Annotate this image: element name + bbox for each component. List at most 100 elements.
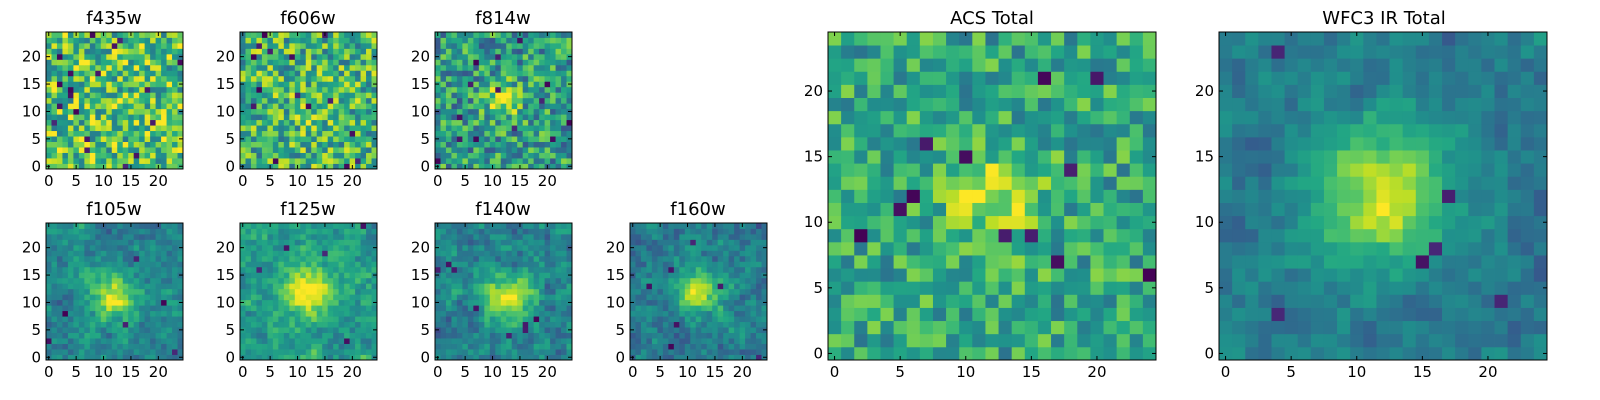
pixel-cell [484,305,491,312]
pixel-cell [440,223,447,229]
pixel-cell [445,92,452,99]
pixel-cell [161,114,167,121]
pixel-cell [473,70,480,77]
pixel-cell [500,125,507,132]
pixel-cell [555,108,562,115]
axes-frame [45,222,184,361]
pixel-cell [495,305,502,312]
pixel-cell [240,283,246,290]
pixel-cell [122,321,129,328]
pixel-cell [73,244,80,251]
pixel-cell [261,228,268,235]
pixel-cell [256,114,263,121]
pixel-cell [528,316,535,323]
pixel-cell [172,125,178,132]
axes-frame [45,31,184,170]
pixel-cell [261,114,268,121]
pixel-cell [640,233,647,240]
pixel-cell [349,310,356,317]
pixel-cell [360,81,367,88]
pixel-cell [561,294,567,301]
pixel-cell [646,299,653,306]
pixel-cell [322,42,329,49]
pixel-cell [635,321,642,328]
pixel-cell [62,152,69,159]
pixel-cell [360,97,367,104]
pixel-cell [946,189,960,203]
pixel-cell [440,59,447,66]
pixel-cell [278,70,285,77]
pixel-cell [456,316,463,323]
pixel-cell [62,103,69,110]
pixel-cell [349,255,356,262]
pixel-cell [1116,255,1131,269]
pixel-cell [445,272,452,279]
pixel-cell [355,114,361,121]
pixel-cell [300,70,307,77]
pixel-cell [555,32,562,38]
pixel-cell [440,81,447,88]
pixel-cell [1011,176,1026,190]
pixel-cell [533,321,540,328]
pixel-cell [478,338,485,344]
pixel-cell [539,37,545,44]
pixel-cell [522,53,529,60]
pixel-cell [690,349,697,355]
pixel-cell [344,261,350,268]
pixel-cell [528,97,535,104]
pixel-cell [283,37,290,44]
pixel-cell [128,283,135,290]
pixel-cell [484,266,491,273]
pixel-cell [360,294,367,301]
pixel-cell [445,141,452,148]
pixel-cell [750,283,757,290]
pixel-cell [117,136,124,142]
pixel-cell [155,108,162,115]
pixel-cell [51,119,58,126]
pixel-cell [462,272,469,279]
pixel-cell [166,250,173,257]
pixel-cell [278,48,285,55]
pixel-cell [89,338,96,344]
pixel-cell [283,255,290,262]
pixel-cell [517,125,524,132]
pixel-cell [278,75,285,82]
pixel-cell [333,152,340,159]
pixel-cell [177,233,184,240]
pixel-cell [256,239,263,246]
pixel-cell [139,338,146,344]
pixel-cell [959,281,973,295]
pixel-cell [322,299,329,306]
pixel-cell [250,294,257,301]
pixel-cell [662,223,669,229]
pixel-cell [245,152,252,159]
pixel-cell [100,108,107,115]
pixel-cell [854,228,868,243]
pixel-cell [723,305,730,312]
pixel-cell [550,119,556,126]
y-tick-label: 20 [216,48,235,66]
pixel-cell [701,239,708,246]
pixel-cell [267,283,274,290]
pixel-cell [1116,241,1131,256]
pixel-cell [355,108,361,115]
pixel-cell [67,349,74,355]
pixel-cell [539,48,545,55]
pixel-cell [322,228,329,235]
pixel-cell [89,250,96,257]
pixel-cell [139,42,146,49]
pixel-cell [662,266,669,273]
pixel-cell [300,299,307,306]
pixel-cell [435,147,441,153]
pixel-cell [484,97,491,104]
pixel-cell [511,327,518,333]
pixel-cell [84,103,91,110]
pixel-cell [561,59,567,66]
pixel-cell [139,92,146,99]
pixel-cell [506,141,513,148]
pixel-cell [544,92,551,99]
pixel-cell [1051,346,1065,361]
pixel-cell [278,103,285,110]
pixel-cell [316,103,323,110]
